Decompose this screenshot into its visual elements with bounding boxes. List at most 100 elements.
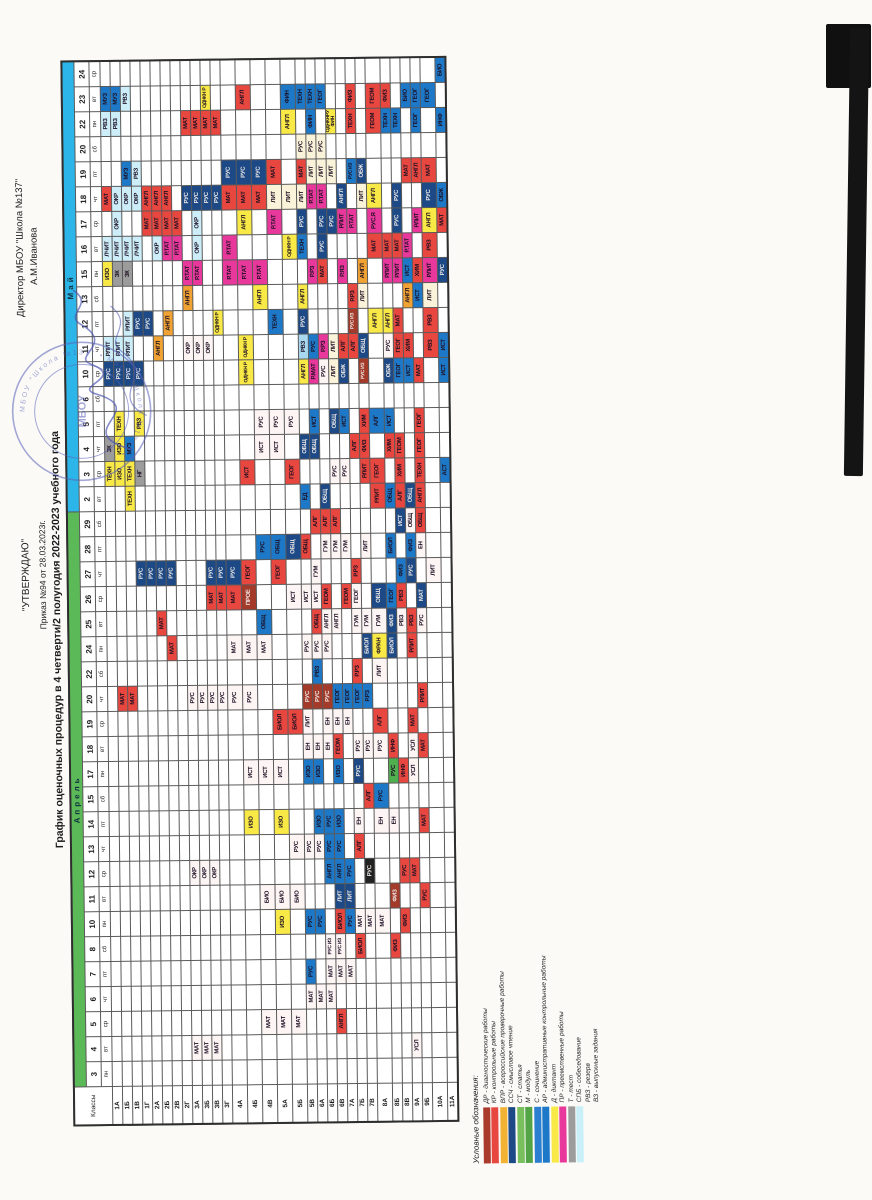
schedule-cell — [147, 611, 157, 636]
schedule-cell — [162, 1061, 172, 1086]
schedule-cell — [191, 960, 201, 986]
schedule-cell — [281, 159, 296, 184]
schedule-cell — [392, 1058, 402, 1083]
schedule-cell — [219, 810, 229, 835]
schedule-cell: ОКР — [193, 335, 204, 360]
date-weekday: ср — [99, 862, 110, 887]
schedule-cell: ЛИТ — [303, 709, 313, 734]
schedule-cell — [328, 284, 338, 309]
schedule-cell — [130, 911, 141, 936]
schedule-cell: ОБЩ — [309, 434, 320, 459]
schedule-cell: ИСТ — [269, 434, 285, 460]
schedule-cell: ЕН — [323, 734, 333, 759]
schedule-cell — [115, 486, 125, 511]
schedule-cell — [132, 1036, 142, 1061]
schedule-cell: Р.ТАТ — [237, 260, 253, 285]
class-label: 8А — [377, 1083, 393, 1121]
schedule-cell: РУС — [221, 160, 236, 185]
schedule-cell: МАТ — [410, 858, 420, 883]
schedule-cell: ИСТ — [311, 584, 322, 609]
schedule-cell: МАТ — [306, 984, 316, 1009]
schedule-cell — [323, 759, 334, 784]
schedule-cell — [421, 132, 436, 158]
schedule-cell — [112, 1036, 122, 1061]
date-weekday: вт — [101, 1036, 112, 1062]
schedule-cell: ГЕОГ — [393, 333, 404, 358]
schedule-cell: МАТ — [421, 157, 436, 183]
schedule-cell — [138, 686, 148, 711]
schedule-cell — [343, 759, 354, 784]
schedule-cell — [162, 261, 173, 286]
schedule-cell — [421, 983, 431, 1008]
schedule-cell — [308, 309, 318, 334]
schedule-cell — [307, 1059, 317, 1084]
schedule-cell — [165, 486, 175, 511]
schedule-cell — [138, 736, 148, 761]
schedule-cell — [105, 511, 116, 537]
date-weekday: сб — [100, 937, 111, 962]
schedule-cell — [315, 859, 325, 884]
schedule-cell — [172, 1036, 182, 1061]
schedule-cell — [382, 208, 392, 233]
schedule-cell — [399, 833, 410, 858]
date-weekday: вт — [97, 737, 108, 762]
schedule-cell: МАТ — [142, 211, 152, 236]
schedule-cell — [130, 886, 140, 911]
schedule-cell — [256, 585, 272, 610]
schedule-cell — [316, 934, 326, 959]
schedule-cell: РУС — [353, 733, 363, 759]
schedule-cell — [101, 161, 111, 187]
schedule-cell — [108, 761, 119, 787]
schedule-cell: УСЛ — [408, 758, 419, 783]
schedule-cell — [182, 1061, 192, 1086]
schedule-cell: РУС — [134, 361, 144, 386]
schedule-cell — [291, 959, 306, 984]
schedule-cell — [441, 557, 451, 582]
schedule-cell — [161, 161, 171, 186]
schedule-cell — [181, 961, 191, 986]
schedule-cell: РУС — [156, 561, 166, 586]
schedule-cell — [419, 783, 429, 808]
schedule-cell: РУС — [269, 409, 284, 435]
schedule-cell: АНГЛ — [383, 308, 393, 333]
schedule-cell: БИО — [290, 884, 305, 909]
class-label: 2Б — [162, 1086, 173, 1124]
schedule-cell — [210, 910, 221, 935]
schedule-cell: РУС — [284, 409, 299, 434]
schedule-cell — [322, 659, 333, 684]
schedule-cell — [340, 484, 350, 509]
schedule-cell — [154, 361, 164, 386]
schedule-cell — [226, 535, 241, 560]
schedule-cell — [326, 134, 336, 159]
schedule-cell — [409, 808, 419, 833]
schedule-cell — [219, 835, 230, 860]
schedule-cell: ИСТ — [438, 332, 449, 357]
schedule-cell: ФИН — [305, 109, 316, 134]
schedule-cell — [239, 410, 254, 435]
schedule-cell — [317, 1059, 327, 1084]
schedule-cell: ИЗО — [244, 810, 259, 835]
schedule-cell — [212, 210, 222, 235]
schedule-cell: ЛИТ — [335, 884, 345, 909]
schedule-cell — [197, 610, 207, 635]
schedule-cell — [218, 710, 228, 735]
schedule-cell: РУС — [146, 561, 156, 586]
schedule-cell: МАТ — [416, 583, 427, 608]
date-number: 25 — [81, 612, 96, 637]
schedule-cell — [170, 61, 180, 86]
schedule-cell — [365, 58, 380, 83]
schedule-cell: МАТ — [202, 1035, 212, 1060]
schedule-cell: ЛИТ — [266, 184, 282, 210]
schedule-cell — [232, 1060, 247, 1085]
schedule-cell — [241, 535, 256, 560]
schedule-cell — [188, 710, 198, 736]
schedule-cell — [224, 410, 239, 435]
schedule-cell — [436, 157, 446, 182]
schedule-cell — [384, 383, 394, 408]
schedule-cell — [258, 735, 273, 760]
schedule-cell: РУС — [323, 684, 333, 709]
schedule-cell — [413, 308, 423, 333]
schedule-cell: Р.ЯЗ — [337, 259, 348, 284]
schedule-cell: ОКР — [111, 186, 122, 211]
schedule-cell: Р.МАТ — [309, 359, 319, 384]
